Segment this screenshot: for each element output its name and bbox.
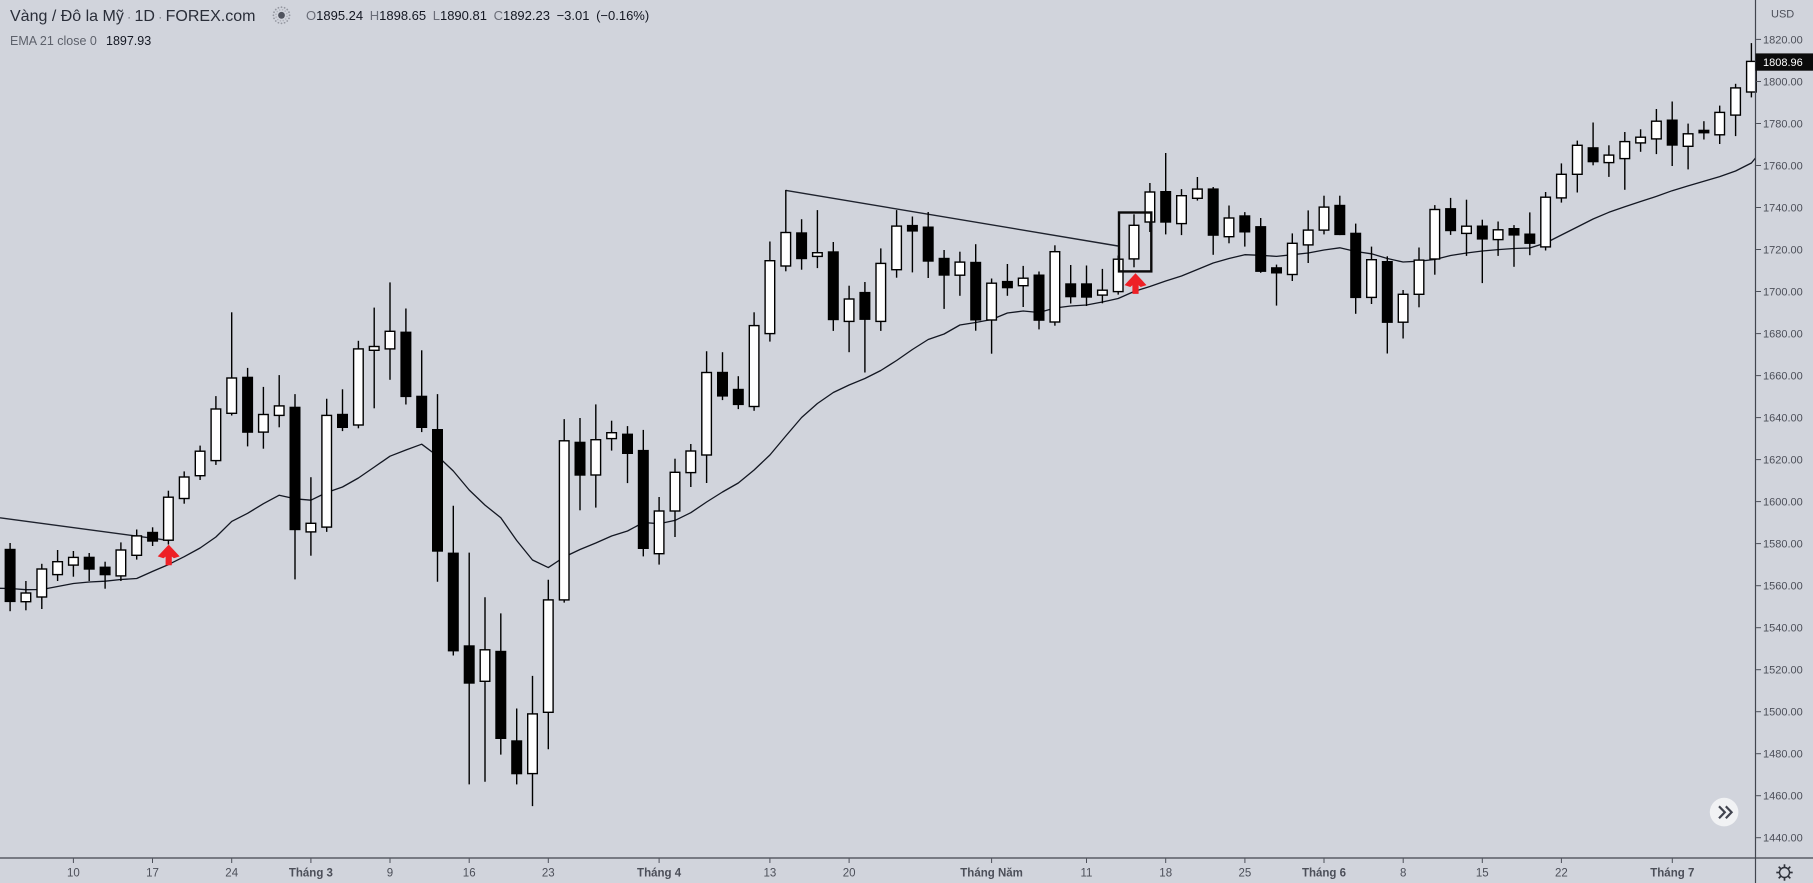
svg-text:23: 23 (542, 868, 555, 880)
svg-text:1740.00: 1740.00 (1763, 203, 1803, 215)
svg-text:1800.00: 1800.00 (1763, 77, 1803, 89)
svg-text:Tháng 3: Tháng 3 (289, 868, 333, 880)
svg-text:20: 20 (843, 868, 856, 880)
svg-text:1460.00: 1460.00 (1763, 791, 1803, 803)
svg-text:1620.00: 1620.00 (1763, 455, 1803, 467)
svg-text:Vàng / Đô la Mỹ · 1D · FOREX.c: Vàng / Đô la Mỹ · 1D · FOREX.com (10, 8, 255, 25)
svg-text:1520.00: 1520.00 (1763, 665, 1803, 677)
svg-text:1660.00: 1660.00 (1763, 371, 1803, 383)
svg-text:USD: USD (1771, 9, 1794, 21)
svg-text:Tháng 7: Tháng 7 (1650, 868, 1694, 880)
svg-text:1540.00: 1540.00 (1763, 623, 1803, 635)
svg-text:9: 9 (387, 868, 393, 880)
svg-text:Tháng 6: Tháng 6 (1302, 868, 1346, 880)
svg-text:18: 18 (1159, 868, 1172, 880)
svg-text:15: 15 (1476, 868, 1489, 880)
svg-text:1500.00: 1500.00 (1763, 707, 1803, 719)
svg-text:1640.00: 1640.00 (1763, 413, 1803, 425)
svg-text:1820.00: 1820.00 (1763, 34, 1803, 46)
svg-text:1700.00: 1700.00 (1763, 287, 1803, 299)
svg-text:17: 17 (146, 868, 159, 880)
svg-text:10: 10 (67, 868, 80, 880)
svg-text:24: 24 (225, 868, 238, 880)
svg-text:O1895.24 H1898.65 L1890.81 C18: O1895.24 H1898.65 L1890.81 C1892.23 −3.0… (306, 8, 649, 23)
svg-text:1780.00: 1780.00 (1763, 119, 1803, 131)
svg-text:25: 25 (1239, 868, 1252, 880)
svg-text:16: 16 (463, 868, 476, 880)
svg-text:1440.00: 1440.00 (1763, 833, 1803, 845)
svg-text:13: 13 (764, 868, 777, 880)
svg-text:8: 8 (1400, 868, 1406, 880)
svg-text:1600.00: 1600.00 (1763, 497, 1803, 509)
svg-text:1720.00: 1720.00 (1763, 245, 1803, 257)
svg-text:1680.00: 1680.00 (1763, 329, 1803, 341)
svg-text:Tháng 4: Tháng 4 (637, 868, 682, 880)
svg-text:22: 22 (1555, 868, 1568, 880)
svg-text:1760.00: 1760.00 (1763, 161, 1803, 173)
svg-text:1897.93: 1897.93 (106, 34, 151, 48)
svg-text:1808.96: 1808.96 (1763, 57, 1803, 69)
svg-text:1480.00: 1480.00 (1763, 749, 1803, 761)
svg-text:1560.00: 1560.00 (1763, 581, 1803, 593)
svg-text:11: 11 (1081, 868, 1093, 880)
svg-text:1580.00: 1580.00 (1763, 539, 1803, 551)
svg-text:Tháng Năm: Tháng Năm (960, 868, 1023, 880)
svg-text:EMA 21 close 0: EMA 21 close 0 (10, 34, 97, 48)
